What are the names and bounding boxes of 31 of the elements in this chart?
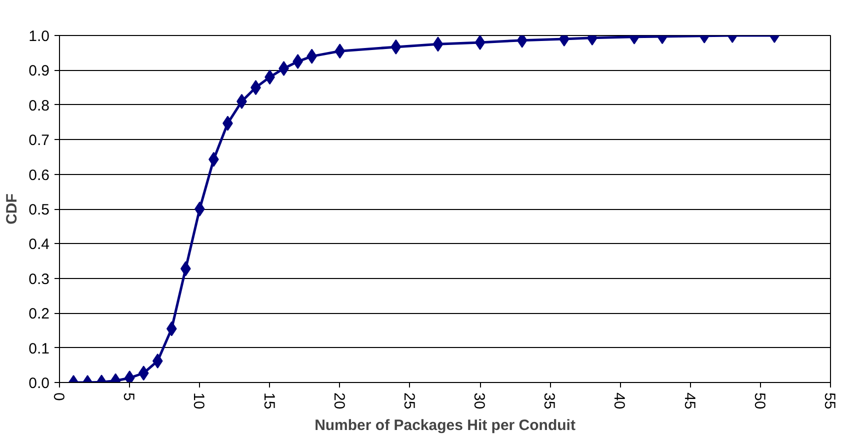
x-tick-label: 45 (680, 392, 698, 410)
x-tick-label: 15 (260, 392, 278, 410)
y-axis-title: CDF (4, 194, 21, 224)
x-tick-label: 35 (540, 392, 558, 410)
x-tick-label: 50 (750, 392, 768, 410)
x-tick-label: 55 (821, 392, 838, 410)
y-tick-label: 1.0 (28, 28, 50, 45)
x-tick-label: 5 (120, 392, 138, 401)
x-tick-label: 0 (50, 392, 67, 401)
y-tick-label: 0.2 (28, 306, 50, 323)
x-axis-title: Number of Packages Hit per Conduit (314, 417, 576, 434)
point (180, 261, 191, 276)
point (432, 36, 444, 52)
y-tick-label: 0.0 (28, 375, 50, 392)
point (474, 36, 486, 50)
x-tick-label: 20 (330, 392, 348, 410)
point (334, 44, 346, 59)
y-tick-label: 0.8 (28, 97, 50, 114)
y-tick-label: 0.7 (28, 132, 50, 150)
x-tick-label: 10 (190, 392, 208, 410)
point (194, 202, 205, 216)
y-tick-label: 0.6 (28, 166, 50, 184)
y-tick-label: 0.3 (28, 270, 50, 288)
y-tick-label: 0.5 (28, 202, 50, 218)
x-tick-label: 25 (400, 392, 418, 410)
y-tick-label: 0.9 (28, 62, 50, 80)
x-tick-label: 30 (470, 392, 488, 410)
y-tick-label: 0.1 (28, 340, 50, 358)
point (390, 39, 402, 54)
y-tick-label: 0.4 (28, 236, 50, 254)
x-tick-label: 40 (610, 392, 628, 410)
